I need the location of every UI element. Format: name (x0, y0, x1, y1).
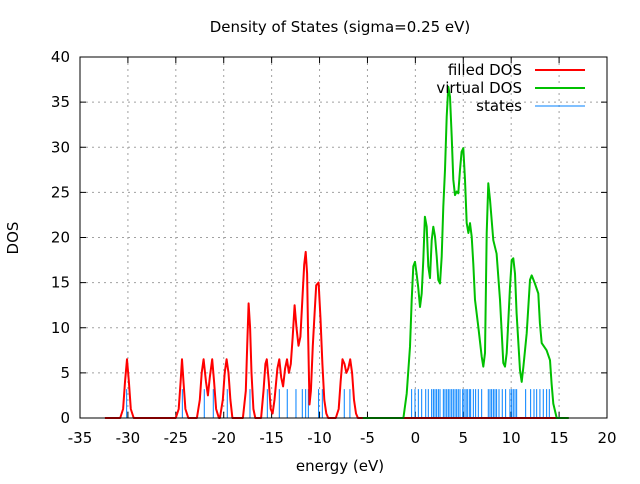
axis-ticks: -35 -30 -25 -20 -15 -10 -5 0 5 10 15 20 0 5 10 15 20 25 30… (51, 48, 617, 447)
series-layer (104, 85, 569, 419)
chart-title: Density of States (sigma=0.25 eV) (210, 18, 471, 36)
plot-frame (79, 56, 608, 419)
y-axis-label: DOS (4, 222, 22, 255)
grid (80, 57, 607, 418)
x-tick-label: -30 (116, 429, 141, 447)
legend-label: virtual DOS (436, 79, 522, 97)
virtual-dos-line (362, 85, 569, 419)
y-tick-label: 40 (51, 48, 70, 66)
y-tick-label: 25 (51, 183, 70, 201)
x-tick-label: 20 (597, 429, 616, 447)
y-tick-label: 30 (51, 138, 70, 156)
x-tick-label: 15 (550, 429, 569, 447)
y-tick-label: 20 (51, 229, 70, 247)
x-tick-label: -20 (211, 429, 236, 447)
y-tick-label: 5 (60, 364, 70, 382)
x-tick-label: -10 (307, 429, 332, 447)
y-tick-label: 35 (51, 93, 70, 111)
x-tick-label: -15 (259, 429, 284, 447)
y-tick-label: 10 (51, 319, 70, 337)
y-tick-label: 0 (60, 409, 70, 427)
x-tick-label: -35 (68, 429, 93, 447)
x-tick-label: 5 (458, 429, 468, 447)
legend-label: states (476, 97, 522, 115)
x-tick-label: 0 (411, 429, 421, 447)
x-tick-label: -25 (164, 429, 189, 447)
y-tick-label: 15 (51, 274, 70, 292)
legend-label: filled DOS (448, 61, 522, 79)
x-tick-label: -5 (360, 429, 375, 447)
x-axis-label: energy (eV) (296, 457, 384, 475)
x-tick-label: 10 (502, 429, 521, 447)
